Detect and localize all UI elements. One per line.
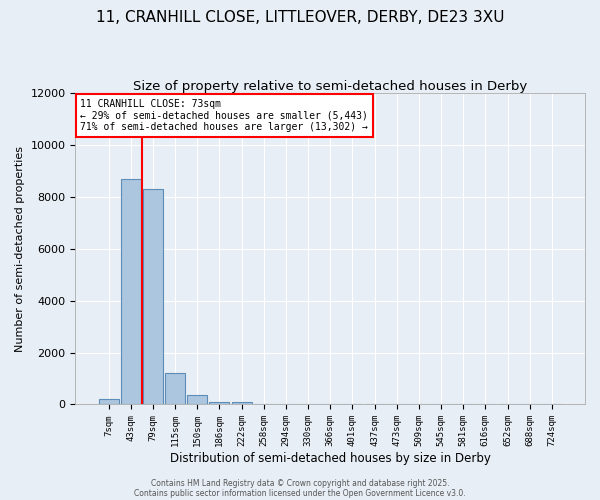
Bar — [209, 402, 229, 404]
Bar — [232, 402, 251, 404]
Text: Contains HM Land Registry data © Crown copyright and database right 2025.: Contains HM Land Registry data © Crown c… — [151, 478, 449, 488]
Y-axis label: Number of semi-detached properties: Number of semi-detached properties — [15, 146, 25, 352]
X-axis label: Distribution of semi-detached houses by size in Derby: Distribution of semi-detached houses by … — [170, 452, 491, 465]
Bar — [121, 178, 140, 404]
Bar — [187, 396, 207, 404]
Title: Size of property relative to semi-detached houses in Derby: Size of property relative to semi-detach… — [133, 80, 527, 93]
Text: 11 CRANHILL CLOSE: 73sqm
← 29% of semi-detached houses are smaller (5,443)
71% o: 11 CRANHILL CLOSE: 73sqm ← 29% of semi-d… — [80, 99, 368, 132]
Text: Contains public sector information licensed under the Open Government Licence v3: Contains public sector information licen… — [134, 488, 466, 498]
Bar — [98, 400, 119, 404]
Bar — [165, 374, 185, 404]
Bar — [143, 189, 163, 404]
Text: 11, CRANHILL CLOSE, LITTLEOVER, DERBY, DE23 3XU: 11, CRANHILL CLOSE, LITTLEOVER, DERBY, D… — [96, 10, 504, 25]
